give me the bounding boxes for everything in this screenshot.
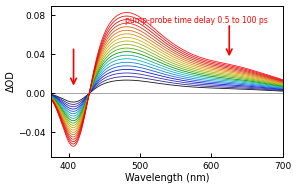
Text: chemical
structure: chemical structure xyxy=(150,109,175,120)
X-axis label: Wavelength (nm): Wavelength (nm) xyxy=(124,174,209,184)
Y-axis label: ΔOD: ΔOD xyxy=(6,70,15,92)
Text: pump-probe time delay 0.5 to 100 ps: pump-probe time delay 0.5 to 100 ps xyxy=(125,16,268,25)
